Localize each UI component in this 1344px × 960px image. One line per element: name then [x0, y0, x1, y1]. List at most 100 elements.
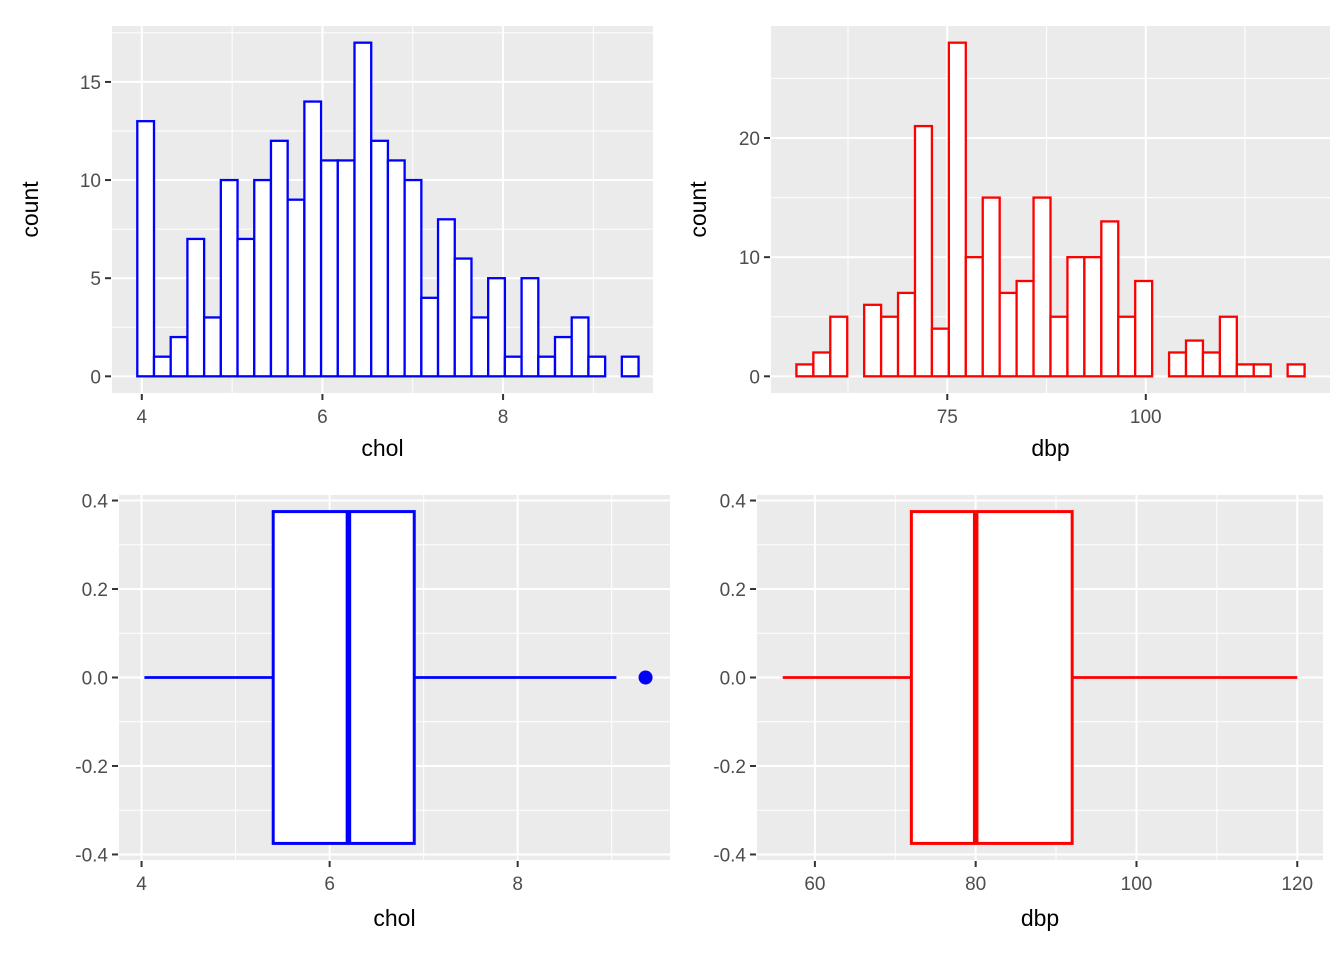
x-tick-label: 6 — [317, 407, 328, 428]
x-tick-label: 100 — [1130, 407, 1162, 428]
y-tick-label: 15 — [80, 73, 101, 94]
y-axis-title: count — [685, 181, 711, 238]
histogram-bar — [1100, 220, 1120, 378]
histogram-bar — [1286, 363, 1306, 378]
histogram-bar — [336, 159, 356, 378]
histogram-bar — [403, 178, 423, 378]
histogram-bar — [487, 277, 507, 378]
histogram-bar — [319, 159, 339, 378]
histogram-bar — [1167, 351, 1188, 378]
histogram-bar — [136, 120, 156, 378]
histogram-bar — [1252, 363, 1272, 378]
chol-histogram-figure: 4 6 8 0 5 10 15 chol count — [17, 26, 653, 461]
chol-boxplot-figure: 4 6 8 -0.4 -0.2 0.0 0.2 0.4 chol — [75, 492, 670, 931]
x-tick-label: 4 — [136, 874, 147, 895]
x-tick-label: 60 — [804, 874, 825, 895]
dbp-boxplot-panel: 60 80 100 120 -0.4 -0.2 0.0 0.2 0.4 dbp — [672, 480, 1344, 960]
dbp-histogram-figure: 75 100 0 10 20 dbp count — [685, 26, 1330, 461]
histogram-bar — [1015, 279, 1035, 378]
histogram-bar — [236, 237, 256, 378]
y-tick-label: 0.0 — [720, 669, 746, 690]
boxplot-box — [909, 510, 1074, 845]
histogram-bar — [964, 256, 984, 378]
histogram-bar — [1083, 256, 1103, 378]
histogram-bar — [269, 139, 289, 378]
histogram-bar — [1032, 196, 1052, 378]
x-tick-label: 4 — [137, 407, 148, 428]
histogram-bar — [998, 291, 1018, 378]
histogram-bar — [587, 355, 607, 378]
y-tick-label: 0.0 — [82, 669, 108, 690]
histogram-bar — [537, 355, 557, 378]
chol-boxplot-panel: 4 6 8 -0.4 -0.2 0.0 0.2 0.4 chol — [0, 480, 672, 960]
y-tick-label: 20 — [739, 129, 760, 150]
histogram-bar — [1117, 315, 1137, 378]
y-axis-title: count — [17, 181, 43, 238]
histogram-bar — [353, 41, 373, 378]
chol-histogram-panel: 4 6 8 0 5 10 15 chol count — [0, 0, 672, 480]
histogram-bar — [503, 355, 523, 378]
x-axis-title: dbp — [1021, 905, 1059, 931]
histogram-bar — [1201, 351, 1222, 378]
histogram-bar — [947, 41, 967, 378]
x-tick-label: 100 — [1121, 874, 1153, 895]
histogram-bar — [169, 335, 189, 378]
y-tick-label: 0.4 — [82, 492, 109, 513]
dbp-boxplot-figure: 60 80 100 120 -0.4 -0.2 0.0 0.2 0.4 dbp — [713, 492, 1323, 931]
histogram-bar — [420, 296, 440, 378]
histogram-bar — [219, 178, 239, 378]
y-tick-label: 0 — [90, 367, 101, 388]
histogram-bar — [1134, 279, 1154, 378]
histogram-bar — [520, 277, 540, 378]
x-tick-label: 6 — [324, 874, 335, 895]
boxplot-box — [271, 510, 416, 845]
x-axis-title: chol — [361, 435, 403, 461]
y-tick-label: -0.2 — [713, 757, 746, 778]
histogram-bar — [863, 303, 883, 378]
y-tick-label: 0.2 — [82, 580, 108, 601]
y-tick-label: -0.4 — [713, 845, 746, 866]
histogram-bar — [553, 335, 573, 378]
histogram-bar — [186, 237, 206, 378]
histogram-bar — [386, 159, 406, 378]
dbp-histogram-panel: 75 100 0 10 20 dbp count — [672, 0, 1344, 480]
x-tick-label: 80 — [965, 874, 986, 895]
y-tick-label: 5 — [90, 269, 101, 290]
histogram-bar — [896, 291, 917, 378]
histogram-bar — [1049, 315, 1069, 378]
histogram-bar — [570, 316, 590, 378]
y-tick-label: -0.2 — [75, 757, 108, 778]
histogram-bar — [436, 218, 456, 378]
histogram-bar — [152, 355, 172, 378]
y-tick-label: 0.4 — [720, 492, 747, 513]
histogram-bar — [1066, 256, 1086, 378]
histogram-bar — [202, 316, 222, 378]
histogram-bar — [453, 257, 473, 378]
x-tick-label: 75 — [937, 407, 958, 428]
histogram-bar — [303, 100, 323, 378]
histogram-bar — [981, 196, 1001, 378]
x-tick-label: 8 — [512, 874, 523, 895]
histogram-bar — [253, 178, 273, 378]
histogram-bar — [812, 351, 832, 378]
histogram-bar — [470, 316, 490, 378]
x-axis-title: chol — [373, 905, 415, 931]
histogram-bar — [829, 315, 849, 378]
y-tick-label: -0.4 — [75, 845, 108, 866]
boxplot-outlier-point — [638, 670, 653, 685]
y-tick-label: 10 — [80, 171, 101, 192]
histogram-bar — [1184, 339, 1205, 378]
y-tick-label: 10 — [739, 248, 760, 269]
histogram-bar — [1218, 315, 1238, 378]
histogram-bar — [370, 139, 390, 378]
histogram-bar — [913, 124, 934, 378]
y-tick-label: 0 — [749, 367, 760, 388]
histogram-bar — [1235, 363, 1255, 378]
histogram-bar — [879, 315, 900, 378]
x-tick-label: 8 — [498, 407, 509, 428]
histogram-bar — [286, 198, 306, 378]
x-axis-title: dbp — [1031, 435, 1069, 461]
histogram-bar — [620, 355, 640, 378]
histogram-bar — [930, 327, 951, 378]
